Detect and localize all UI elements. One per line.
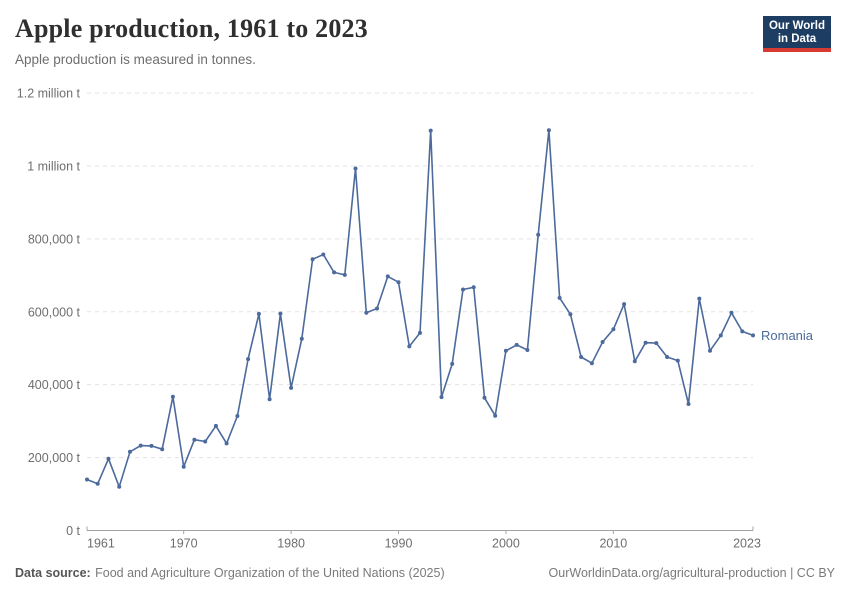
data-point	[579, 355, 584, 359]
data-point	[267, 397, 272, 402]
data-point	[396, 280, 401, 285]
data-point	[310, 257, 315, 262]
data-point	[439, 395, 444, 400]
data-point	[160, 447, 165, 452]
data-point	[85, 477, 89, 482]
data-source-label: Data source:	[15, 566, 91, 580]
owid-logo-line1: Our World	[768, 20, 825, 32]
data-point	[418, 330, 422, 335]
data-point	[289, 385, 294, 390]
data-point	[224, 441, 229, 446]
data-point	[181, 464, 186, 469]
data-point	[600, 340, 605, 344]
data-point	[525, 348, 530, 352]
data-point	[192, 437, 197, 442]
data-point	[428, 128, 433, 133]
data-point	[568, 312, 573, 317]
data-point	[203, 439, 208, 444]
x-axis-tick-label: 1990	[385, 537, 413, 551]
data-point	[138, 443, 143, 448]
data-point	[235, 414, 240, 418]
data-point	[149, 443, 154, 448]
data-point	[643, 340, 648, 345]
data-point	[353, 166, 358, 171]
data-point	[665, 355, 670, 359]
data-point	[407, 344, 412, 349]
data-point	[686, 402, 691, 406]
data-point	[654, 341, 659, 346]
data-point	[611, 327, 616, 332]
data-point	[493, 413, 498, 418]
x-axis-tick-label: 2023	[733, 537, 761, 551]
data-point	[278, 311, 283, 316]
data-point	[246, 357, 251, 362]
data-point	[117, 484, 122, 489]
data-point	[332, 270, 337, 275]
data-point	[375, 306, 379, 311]
data-source-text: Food and Agriculture Organization of the…	[95, 566, 445, 580]
data-point	[385, 274, 390, 279]
x-axis-tick-label: 1961	[87, 537, 115, 551]
data-point	[675, 358, 680, 363]
data-point	[213, 423, 218, 428]
data-point	[536, 232, 541, 237]
y-axis-tick-label: 0 t	[66, 524, 80, 538]
data-point	[557, 295, 562, 300]
series-line	[86, 129, 754, 488]
data-point	[589, 361, 594, 366]
data-point	[632, 359, 637, 364]
data-point	[128, 449, 132, 454]
chart-subtitle: Apple production is measured in tonnes.	[15, 52, 256, 67]
data-point	[471, 285, 476, 290]
y-axis-tick-label: 1.2 million t	[17, 87, 81, 101]
x-axis-tick-label: 2000	[492, 537, 520, 551]
y-axis-tick-label: 400,000 t	[28, 378, 81, 392]
y-axis-tick-label: 600,000 t	[28, 305, 81, 319]
data-point	[299, 336, 304, 341]
data-point	[482, 395, 487, 400]
series-entity-label[interactable]: Romania	[761, 328, 814, 343]
x-axis-tick-label: 1970	[170, 537, 198, 551]
x-axis-tick-label: 2010	[599, 537, 627, 551]
chart-footer: Data source: Food and Agriculture Organiz…	[15, 566, 835, 580]
data-point	[321, 252, 326, 257]
data-point	[503, 348, 508, 353]
data-point	[546, 128, 551, 133]
data-point	[106, 456, 111, 461]
data-point	[450, 361, 455, 366]
owid-logo-line2: in Data	[777, 32, 817, 45]
data-point	[708, 348, 712, 353]
data-point	[342, 272, 347, 277]
data-point	[256, 311, 261, 316]
y-axis-tick-label: 800,000 t	[28, 232, 81, 246]
data-point	[729, 310, 734, 315]
x-axis-tick-label: 1980	[277, 537, 305, 551]
data-point	[740, 329, 745, 334]
data-point	[170, 394, 175, 399]
data-point	[751, 333, 755, 338]
citation-link[interactable]: OurWorldinData.org/agricultural-producti…	[548, 566, 835, 580]
data-point	[718, 333, 723, 338]
data-point	[95, 481, 100, 486]
data-point	[622, 302, 627, 307]
y-axis-tick-label: 1 million t	[27, 159, 80, 173]
data-point	[461, 287, 465, 292]
data-source: Data source: Food and Agriculture Organiz…	[15, 566, 445, 580]
y-axis-tick-label: 200,000 t	[28, 451, 81, 465]
data-point	[697, 296, 702, 301]
data-point	[364, 310, 369, 315]
page-title: Apple production, 1961 to 2023	[15, 14, 368, 43]
data-point	[514, 342, 519, 347]
owid-logo[interactable]: Our World in Data	[763, 16, 831, 52]
